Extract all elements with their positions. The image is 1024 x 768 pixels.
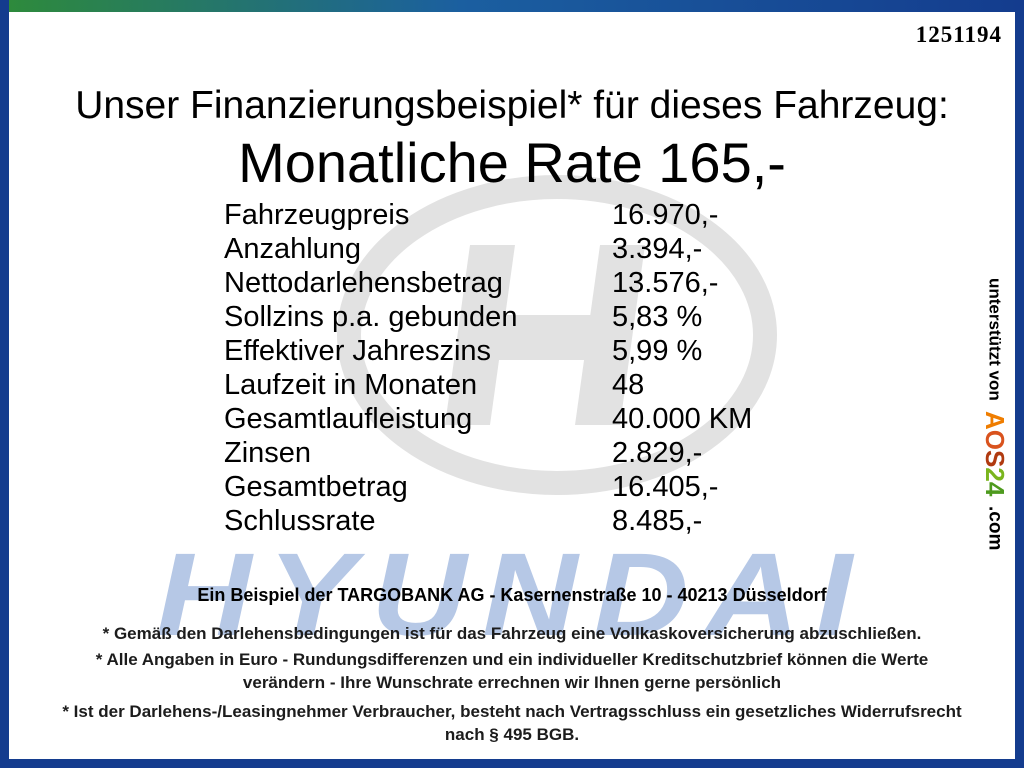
row-value: 40.000 KM xyxy=(612,403,753,435)
table-row: Schlussrate 8.485,- xyxy=(224,504,752,538)
aos24-logo: AOS24 xyxy=(979,411,1010,496)
row-value: 16.405,- xyxy=(612,471,719,503)
row-label: Fahrzeugpreis xyxy=(224,199,410,231)
row-label: Gesamtlaufleistung xyxy=(224,403,473,435)
row-value: 5,99 % xyxy=(612,335,703,367)
finance-table: Fahrzeugpreis 16.970,- Anzahlung 3.394,-… xyxy=(224,198,752,538)
row-label: Sollzins p.a. gebunden xyxy=(224,301,518,333)
footer-note-text: * Ist der Darlehens-/Leasingnehmer Verbr… xyxy=(62,702,962,744)
table-row: Gesamtbetrag 16.405,- xyxy=(224,470,752,504)
footer-note-text: * Gemäß den Darlehensbedingungen ist für… xyxy=(102,624,922,643)
table-row: Effektiver Jahreszins 5,99 % xyxy=(224,334,752,368)
row-value: 5,83 % xyxy=(612,301,703,333)
table-row: Zinsen 2.829,- xyxy=(224,436,752,470)
page-title: Unser Finanzierungsbeispiel* für dieses … xyxy=(75,84,949,127)
frame-left-bar xyxy=(0,0,9,768)
table-row: Nettodarlehensbetrag 13.576,- xyxy=(224,266,752,300)
row-label: Nettodarlehensbetrag xyxy=(224,267,503,299)
monthly-rate-headline: Monatliche Rate 165,- xyxy=(238,131,786,194)
row-value: 13.576,- xyxy=(612,267,719,299)
aos24-letter: O xyxy=(980,429,1010,450)
row-label: Anzahlung xyxy=(224,233,362,265)
row-label: Effektiver Jahreszins xyxy=(224,335,492,367)
supported-by-strip: unterstützt von AOS24 .com xyxy=(979,278,1010,550)
row-value: 16.970,- xyxy=(612,199,719,231)
table-row: Gesamtlaufleistung 40.000 KM xyxy=(224,402,752,436)
table-row: Laufzeit in Monaten 48 xyxy=(224,368,752,402)
footer-note: * Ist der Darlehens-/Leasingnehmer Verbr… xyxy=(0,700,1024,746)
footer-note: * Alle Angaben in Euro - Rundungsdiffere… xyxy=(0,648,1024,694)
row-label: Schlussrate xyxy=(224,505,376,537)
supported-by-label: unterstützt von xyxy=(985,278,1005,401)
row-value: 3.394,- xyxy=(612,233,703,265)
frame-bottom-bar xyxy=(0,759,1024,768)
bank-example-line: Ein Beispiel der TARGOBANK AG - Kasernen… xyxy=(197,585,827,605)
row-label: Zinsen xyxy=(224,437,312,469)
reference-number: 1251194 xyxy=(915,22,1002,47)
aos24-letter: 4 xyxy=(980,481,1010,497)
row-label: Gesamtbetrag xyxy=(224,471,408,503)
aos24-letter: A xyxy=(980,410,1010,430)
footer-note: * Gemäß den Darlehensbedingungen ist für… xyxy=(0,622,1024,645)
row-value: 8.485,- xyxy=(612,505,703,537)
footer-note-text: * Alle Angaben in Euro - Rundungsdiffere… xyxy=(95,650,929,692)
row-value: 2.829,- xyxy=(612,437,703,469)
table-row: Fahrzeugpreis 16.970,- xyxy=(224,198,752,232)
frame-top-bar xyxy=(0,0,1024,12)
hyundai-wordmark-watermark: HYUNDAI xyxy=(156,529,868,661)
row-value: 48 xyxy=(612,369,645,401)
hyundai-h-logo-icon xyxy=(337,175,777,495)
table-row: Anzahlung 3.394,- xyxy=(224,232,752,266)
aos24-letter: S xyxy=(980,449,1010,468)
frame-right-bar xyxy=(1015,0,1024,768)
aos24-domain-suffix: .com xyxy=(984,506,1006,551)
row-label: Laufzeit in Monaten xyxy=(224,369,478,401)
table-row: Sollzins p.a. gebunden 5,83 % xyxy=(224,300,752,334)
aos24-letter: 2 xyxy=(980,467,1010,482)
